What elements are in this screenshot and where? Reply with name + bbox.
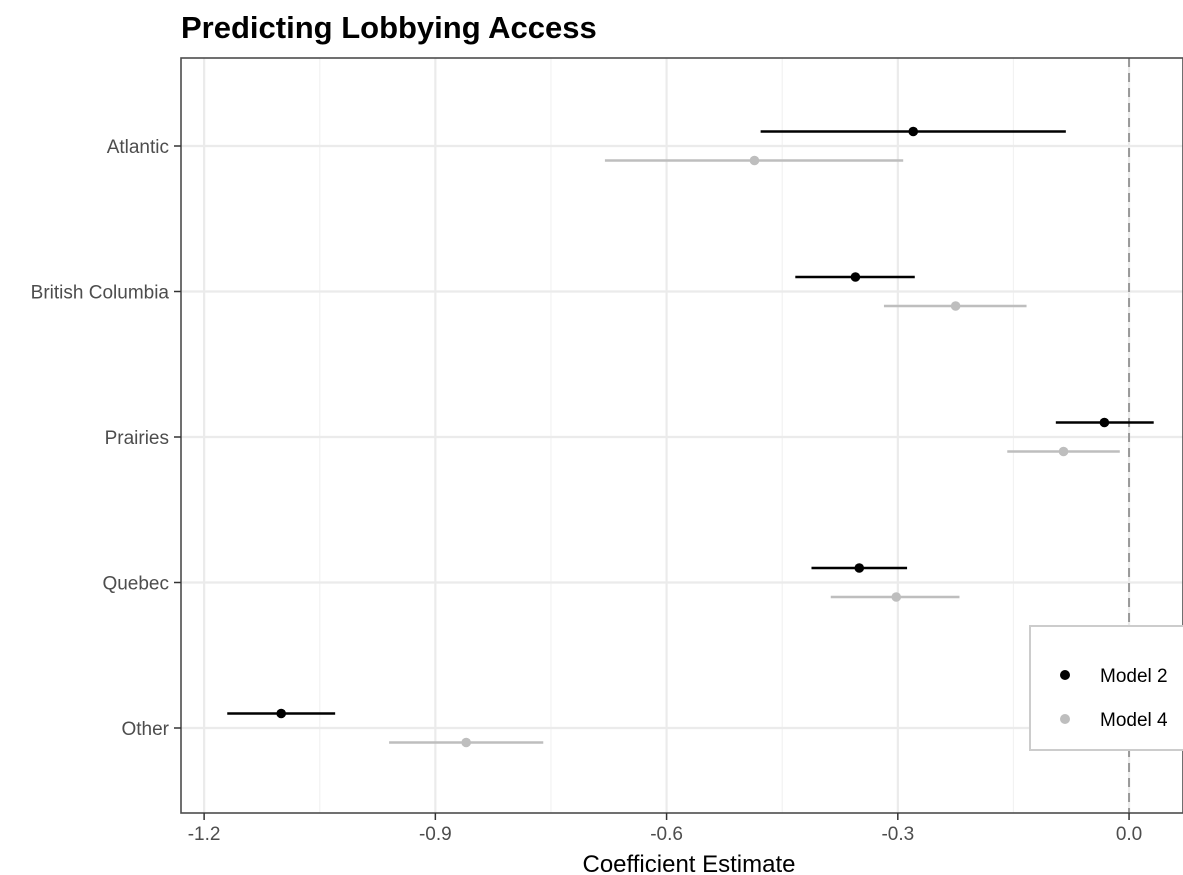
- point-model-4: [950, 301, 961, 311]
- y-axis: Atlantic British Columbia Prairies Quebec Ot…: [31, 137, 181, 740]
- point-model-2: [850, 272, 861, 282]
- x-tick-label: -0.3: [881, 824, 914, 845]
- legend-label: Model 2: [1100, 666, 1168, 687]
- legend-label: Model 4: [1100, 710, 1168, 731]
- x-tick-label: -0.9: [419, 824, 452, 845]
- x-axis-title: Coefficient Estimate: [583, 851, 796, 875]
- point-model-4: [891, 592, 902, 602]
- point-model-4: [749, 155, 760, 166]
- legend-key: [1060, 670, 1070, 680]
- plot-panel: [180, 57, 1183, 814]
- point-model-2: [1099, 417, 1110, 428]
- y-tick-label: Other: [121, 719, 169, 740]
- y-tick-label: Atlantic: [107, 137, 169, 158]
- point-model-4: [1058, 446, 1069, 457]
- chart-title: Predicting Lobbying Access: [181, 10, 597, 45]
- panel-border: [180, 57, 1183, 814]
- legend: Model 2 Model 4: [1029, 625, 1183, 751]
- point-model-2: [908, 126, 919, 137]
- panel-background: [181, 58, 1183, 813]
- point-model-2: [276, 708, 287, 719]
- y-tick-label: Quebec: [102, 574, 169, 595]
- legend-box: [1029, 625, 1183, 751]
- y-tick-label: Prairies: [105, 428, 169, 449]
- data-marks: [227, 126, 1154, 748]
- x-tick-label: -0.6: [650, 824, 683, 845]
- legend-key: [1060, 714, 1070, 724]
- point-model-4: [461, 737, 471, 748]
- x-tick-label: -1.2: [188, 824, 221, 845]
- x-tick-label: 0.0: [1116, 824, 1142, 845]
- y-tick-label: British Columbia: [31, 283, 170, 304]
- x-axis: -1.2 -0.9 -0.6 -0.3 0.0: [188, 813, 1142, 845]
- point-model-2: [854, 563, 865, 573]
